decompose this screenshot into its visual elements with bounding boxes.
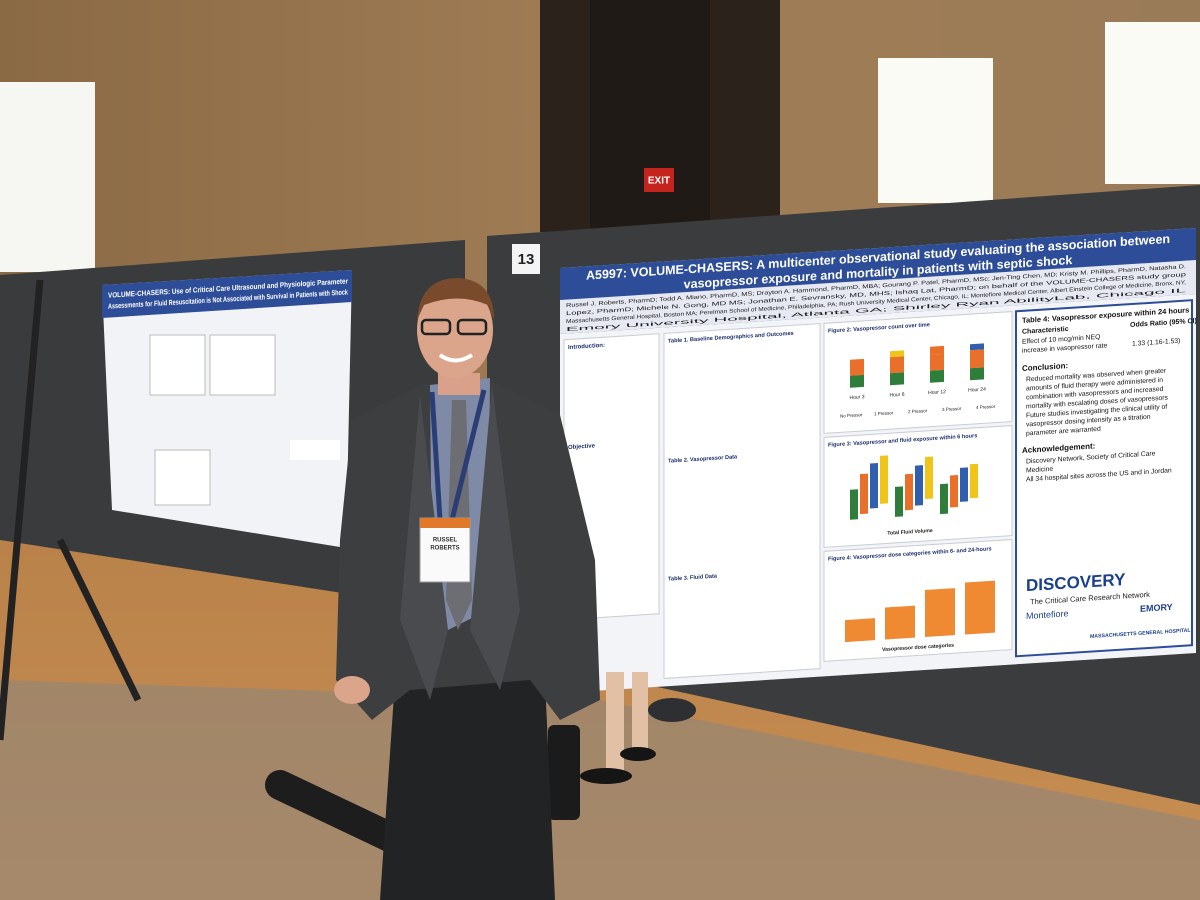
figure2-hour: Hour 24 xyxy=(968,387,986,394)
exit-sign xyxy=(644,168,674,192)
lanyard xyxy=(449,389,487,521)
bag xyxy=(548,725,580,820)
figure-axis: Vasopressor dose categories xyxy=(882,643,954,654)
exit-text: EXIT xyxy=(648,176,670,187)
badge-name: RUSSEL xyxy=(433,538,458,544)
bystander-leg xyxy=(606,672,624,772)
table4-row: Effect of 10 mcg/min NEQ xyxy=(1022,334,1100,346)
stand-leg xyxy=(56,538,142,702)
table-heading: Table 3. Fluid Data xyxy=(668,574,718,583)
table4-col: Odds Ratio (95% CI) xyxy=(1130,318,1197,329)
smile xyxy=(438,353,474,363)
figure2-hour: Hour 12 xyxy=(928,389,946,396)
window xyxy=(878,58,993,203)
figure3-bars xyxy=(850,455,978,520)
bystander-leg xyxy=(632,672,648,752)
board-number: 13 xyxy=(518,251,535,268)
shoe xyxy=(620,747,656,761)
section-heading: Introduction: xyxy=(568,343,605,351)
figure2-legend: 4 Pressor xyxy=(976,404,996,410)
hand xyxy=(334,676,370,704)
trousers xyxy=(380,680,555,900)
column xyxy=(663,323,821,679)
left-poster-header xyxy=(102,270,352,318)
glasses xyxy=(456,318,488,336)
board-number-tag xyxy=(512,244,540,274)
logo-panel xyxy=(1022,558,1186,651)
section-heading: Objective xyxy=(568,443,596,451)
figure4-bars xyxy=(845,580,995,643)
conclusion-line: parameter are warranted xyxy=(1026,426,1101,438)
neck xyxy=(438,373,480,395)
logo-montefiore: Montefiore xyxy=(1026,608,1068,621)
lapel xyxy=(470,385,520,690)
face xyxy=(417,282,493,378)
carpet-pattern xyxy=(0,680,1200,900)
figure2-legend: 2 Pressor xyxy=(908,408,928,414)
table-heading: Table 2. Vasopressor Data xyxy=(668,454,738,464)
figure2-legend: 1 Pressor xyxy=(874,410,894,416)
lanyard xyxy=(429,391,443,521)
table4-col: Characteristic xyxy=(1022,326,1069,336)
left-logo xyxy=(290,440,340,460)
shoe xyxy=(580,768,632,784)
window xyxy=(1105,22,1200,184)
stand-leg xyxy=(0,279,44,741)
ack-line: Medicine xyxy=(1026,466,1053,475)
figure2-bars xyxy=(850,343,984,388)
poster-tube xyxy=(265,770,415,857)
figure-panel xyxy=(823,311,1013,434)
name-badge xyxy=(419,517,471,583)
left-figure xyxy=(149,334,206,396)
person xyxy=(334,278,600,900)
badge-name: ROBERTS xyxy=(430,546,459,552)
logo-emory: EMORY xyxy=(1140,602,1173,614)
main-poster: A5997: VOLUME-CHASERS: A multicenter obs… xyxy=(560,227,1197,693)
figure2-hour: Hour 3 xyxy=(849,394,864,401)
figure2-legend: 3 Pressor xyxy=(942,406,962,412)
table4-value: 1.33 (1.16-1.53) xyxy=(1132,338,1180,348)
glasses xyxy=(420,318,452,336)
figure2-hour: Hour 6 xyxy=(889,392,904,399)
shoe xyxy=(648,698,696,722)
badge-band xyxy=(420,518,470,528)
left-figure xyxy=(154,449,211,506)
conclusion-heading: Conclusion: xyxy=(1022,361,1068,373)
figure2-legend: No Pressor xyxy=(840,412,863,418)
left-figure xyxy=(209,334,276,396)
author-band xyxy=(560,259,1196,334)
door xyxy=(590,0,710,232)
hair xyxy=(417,278,494,320)
window xyxy=(0,82,95,272)
figure-axis: Total Fluid Volume xyxy=(887,528,933,537)
logo-einstein: EINSTEIN xyxy=(1032,623,1064,632)
